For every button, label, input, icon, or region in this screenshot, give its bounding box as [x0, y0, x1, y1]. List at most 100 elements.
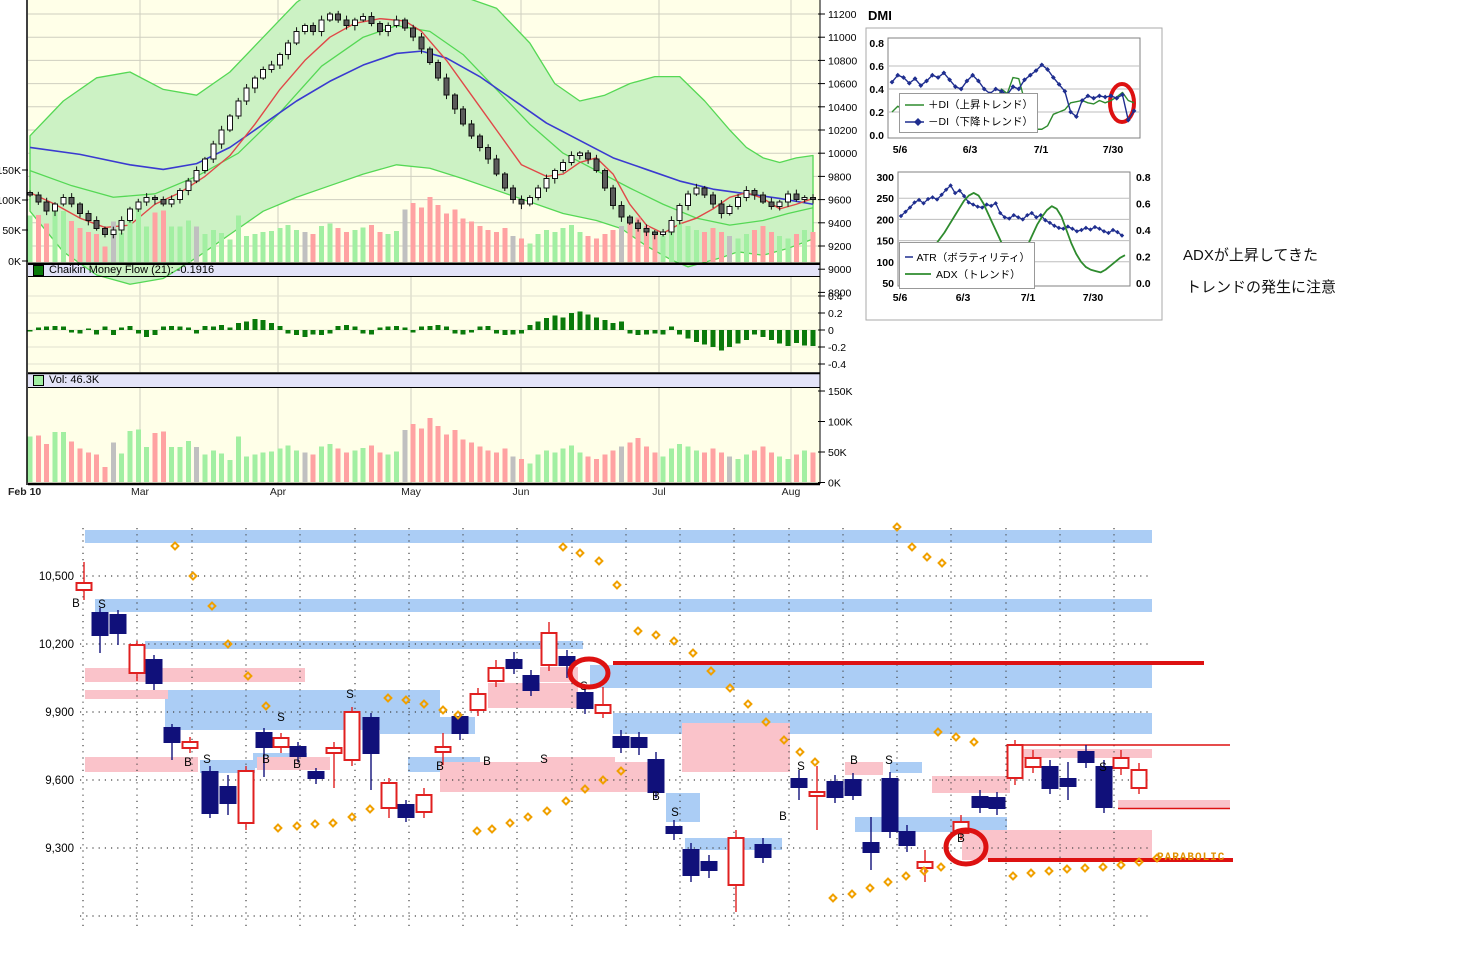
svg-text:7/30: 7/30 [1083, 292, 1104, 304]
cmf-bars [27, 311, 816, 351]
svg-text:S: S [98, 599, 106, 611]
svg-text:0K: 0K [8, 256, 21, 268]
dmi-highlight-circle [1108, 82, 1136, 124]
markup-circles [567, 656, 989, 867]
main-frame [26, 0, 821, 486]
svg-text:10400: 10400 [828, 102, 857, 114]
atr-adx-legend: ATR（ボラティリティ） ADX（トレンド） [899, 242, 1035, 289]
svg-text:0.6: 0.6 [869, 61, 884, 73]
svg-text:100: 100 [876, 257, 894, 269]
legend-item-minus-di: －DI（下降トレンド） [904, 114, 1033, 129]
svg-text:10000: 10000 [828, 148, 857, 160]
adx-annotation-line2: トレンドの発生に注意 [1186, 279, 1337, 296]
svg-text:7/30: 7/30 [1103, 144, 1124, 156]
svg-text:0.2: 0.2 [1136, 252, 1151, 264]
svg-text:0: 0 [828, 325, 834, 337]
svg-text:0K: 0K [828, 478, 841, 490]
svg-text:B: B [436, 761, 444, 773]
svg-text:150: 150 [876, 236, 894, 248]
main-candles [27, 10, 817, 240]
svg-text:Feb 10: Feb 10 [8, 486, 41, 498]
svg-text:9,600: 9,600 [45, 775, 74, 787]
parabolic-label: PARABOLIC [1157, 852, 1226, 864]
svg-text:100K: 100K [828, 417, 853, 429]
svg-text:B: B [779, 811, 787, 823]
svg-text:9800: 9800 [828, 171, 852, 183]
svg-text:B: B [293, 759, 301, 771]
svg-text:S: S [797, 761, 805, 773]
price-panel-volume-overlay [27, 196, 816, 262]
svg-text:10,500: 10,500 [39, 571, 74, 583]
bottom-y-axis: 10,500 10,200 9,900 9,600 9,300 [39, 571, 74, 855]
svg-text:11000: 11000 [828, 32, 857, 44]
svg-text:0.4: 0.4 [869, 84, 884, 96]
svg-text:0.0: 0.0 [1136, 278, 1151, 290]
svg-text:10600: 10600 [828, 79, 857, 91]
svg-text:B: B [262, 754, 270, 766]
volume-legend-icon [33, 374, 44, 386]
svg-text:10200: 10200 [828, 125, 857, 137]
svg-text:B: B [850, 755, 858, 767]
svg-text:0.4: 0.4 [1136, 225, 1151, 237]
volume-header-label: Vol: 46.3K [49, 374, 100, 386]
svg-text:Mar: Mar [131, 486, 150, 498]
svg-text:5/6: 5/6 [893, 144, 908, 156]
cmf-legend-icon [33, 264, 44, 276]
adx-label: ADX（トレンド） [936, 268, 1021, 281]
svg-text:S: S [540, 754, 548, 766]
svg-text:0.4: 0.4 [828, 291, 843, 303]
svg-text:5/6: 5/6 [893, 292, 908, 304]
atr-label: ATR（ボラティリティ） [916, 251, 1030, 264]
legend-item-atr: ATR（ボラティリティ） [904, 250, 1030, 265]
main-x-axis-labels: Feb 10 Mar Apr May Jun Jul Aug [8, 486, 800, 498]
svg-text:100K: 100K [0, 195, 21, 207]
svg-text:B: B [483, 756, 491, 768]
cmf-header-label: Chaikin Money Flow (21): -0.1916 [49, 264, 215, 276]
slow-ma-line [29, 50, 814, 206]
atr-line-icon [905, 256, 913, 258]
svg-text:0.6: 0.6 [1136, 199, 1151, 211]
svg-text:10,200: 10,200 [39, 639, 74, 651]
svg-text:9,900: 9,900 [45, 707, 74, 719]
bottom-red-lines [613, 661, 1233, 862]
main-right-axis: 11200 11000 10800 10600 10400 10200 10000 9800 9… [818, 9, 857, 490]
svg-text:9600: 9600 [828, 195, 852, 207]
svg-text:9200: 9200 [828, 241, 852, 253]
svg-text:300: 300 [876, 172, 894, 184]
plus-di-line-icon [905, 103, 924, 106]
main-left-axis: 150K 100K 50K 0K [0, 165, 28, 268]
legend-item-adx: ADX（トレンド） [904, 267, 1030, 282]
minus-di-label: －DI（下降トレンド） [928, 116, 1033, 128]
minus-di-line-icon [905, 117, 924, 126]
svg-text:50K: 50K [2, 225, 21, 237]
adx-annotation-line1: ADXが上昇してきた [1183, 247, 1318, 264]
svg-text:-0.2: -0.2 [828, 342, 846, 354]
svg-text:9000: 9000 [828, 264, 852, 276]
svg-text:S: S [203, 754, 211, 766]
svg-text:Jun: Jun [513, 486, 530, 498]
svg-text:10800: 10800 [828, 55, 857, 67]
svg-text:May: May [401, 486, 422, 498]
svg-text:B: B [957, 833, 965, 845]
svg-text:0.2: 0.2 [869, 107, 884, 119]
svg-text:S: S [671, 807, 679, 819]
svg-text:200: 200 [876, 214, 894, 226]
volume-panel-bars [27, 417, 816, 482]
plus-di-label: ＋DI（上昇トレンド） [928, 99, 1033, 111]
volume-header: Vol: 46.3K [33, 374, 99, 386]
svg-text:11200: 11200 [828, 9, 857, 21]
svg-text:9400: 9400 [828, 218, 852, 230]
svg-text:0.8: 0.8 [1136, 172, 1151, 184]
svg-text:Aug: Aug [782, 486, 801, 498]
svg-text:S: S [277, 712, 285, 724]
dmi-legend: ＋DI（上昇トレンド） －DI（下降トレンド） [899, 93, 1038, 133]
svg-text:B: B [184, 757, 192, 769]
minus-di-series [889, 62, 1137, 123]
adx-line-icon [905, 273, 931, 275]
svg-text:7/1: 7/1 [1034, 144, 1049, 156]
svg-text:0.2: 0.2 [828, 308, 843, 320]
svg-text:150K: 150K [0, 165, 21, 177]
svg-text:6/3: 6/3 [963, 144, 978, 156]
